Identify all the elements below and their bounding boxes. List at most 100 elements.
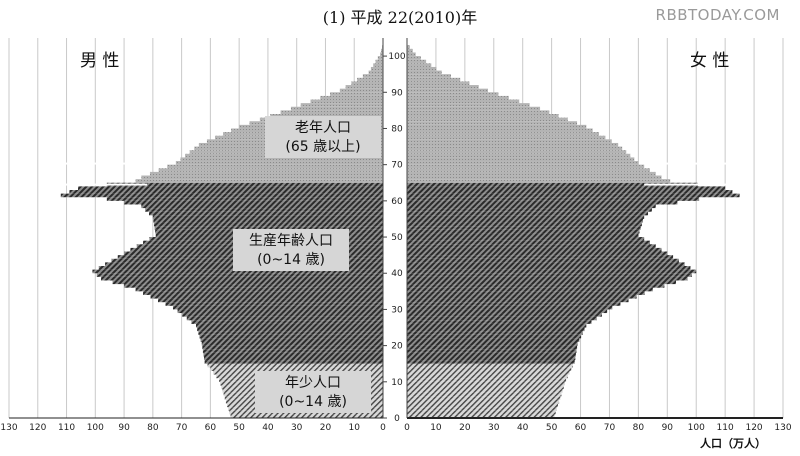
male-bar-age-70 — [175, 161, 383, 165]
x-tick-right-50: 50 — [546, 423, 558, 433]
male-bar-age-63 — [78, 186, 384, 190]
female-bar-age-28 — [407, 313, 602, 317]
female-bar-age-21 — [407, 338, 580, 342]
male-bar-age-96 — [370, 66, 383, 71]
female-bar-age-84 — [407, 110, 550, 114]
female-bar-age-95 — [407, 70, 442, 75]
male-bar-age-87 — [310, 99, 383, 104]
female-bar-age-74 — [407, 146, 623, 151]
male-bar-age-84 — [280, 110, 383, 114]
male-bar-age-30 — [172, 305, 383, 310]
female-bar-age-63 — [407, 186, 726, 190]
x-tick-left-50: 50 — [233, 423, 245, 433]
female-bar-age-9 — [407, 381, 565, 386]
male-notch-b — [60, 162, 148, 165]
female-bar-age-31 — [407, 302, 621, 306]
x-tick-right-60: 60 — [575, 423, 587, 433]
male-bar-age-38 — [101, 276, 384, 281]
x-tick-left-120: 120 — [29, 423, 46, 433]
female-bar-age-48 — [407, 240, 650, 245]
male-bar-age-67 — [149, 171, 383, 176]
female-bar-age-64 — [407, 182, 698, 187]
male-bar-age-66 — [141, 175, 383, 180]
x-tick-right-40: 40 — [517, 423, 529, 433]
group-label-youth-0: 年少人口 — [285, 375, 341, 391]
female-bar-age-83 — [407, 114, 559, 118]
female-bar-age-52 — [407, 226, 641, 230]
female-bar-age-96 — [407, 66, 437, 71]
age-tick-60: 60 — [391, 197, 403, 207]
female-bar-age-8 — [407, 385, 564, 390]
male-bar-age-40 — [92, 269, 383, 274]
male-bar-age-99 — [377, 56, 383, 60]
age-tick-0: 0 — [394, 414, 400, 424]
age-tick-30: 30 — [391, 305, 403, 315]
female-bar-age-51 — [407, 229, 640, 234]
female-bar-age-47 — [407, 244, 656, 248]
age-tick-80: 80 — [391, 124, 403, 134]
female-bar-age-26 — [407, 320, 592, 324]
label-box-elderly — [265, 116, 381, 158]
female-bar-age-99 — [407, 56, 421, 60]
female-bar-age-70 — [407, 161, 639, 165]
female-bar-age-79 — [407, 128, 593, 133]
group-label-elderly-0: 老年人口 — [295, 120, 351, 136]
female-bar-age-24 — [407, 327, 585, 332]
chart-title: (1) 平成 22(2010)年 — [322, 8, 478, 27]
female-bar-age-19 — [407, 345, 578, 350]
x-tick-left-70: 70 — [176, 423, 188, 433]
x-tick-left-110: 110 — [58, 423, 75, 433]
x-tick-right-20: 20 — [459, 423, 471, 433]
male-bar-age-24 — [197, 327, 383, 332]
age-tick-70: 70 — [391, 161, 403, 171]
x-tick-left-60: 60 — [205, 423, 217, 433]
x-tick-left-100: 100 — [87, 423, 104, 433]
age-tick-90: 90 — [391, 88, 403, 98]
male-bar-age-90 — [339, 88, 383, 93]
x-tick-right-10: 10 — [430, 423, 442, 433]
female-bar-age-97 — [407, 63, 432, 67]
female-bar-age-44 — [407, 255, 674, 259]
male-bar-age-83 — [270, 114, 383, 118]
age-tick-40: 40 — [391, 269, 403, 279]
female-bar-age-80 — [407, 124, 587, 129]
female-bar-age-82 — [407, 117, 568, 122]
male-bar-age-17 — [203, 352, 383, 357]
male-bar-age-88 — [320, 95, 383, 100]
male-bar-age-54 — [153, 218, 383, 223]
male-bar-age-34 — [143, 291, 383, 295]
x-tick-left-20: 20 — [320, 423, 332, 433]
female-bar-age-4 — [407, 399, 560, 404]
pyramid-bars — [60, 45, 743, 418]
age-tick-20: 20 — [391, 342, 403, 352]
female-bar-age-34 — [407, 291, 645, 295]
label-box-youth — [255, 371, 371, 413]
female-bar-age-102 — [407, 45, 410, 49]
female-bar-age-92 — [407, 81, 470, 86]
age-tick-50: 50 — [391, 233, 403, 243]
male-bar-age-92 — [351, 81, 383, 86]
female-bar-age-67 — [407, 171, 656, 176]
female-bar-age-23 — [407, 331, 583, 335]
female-notch-b — [644, 162, 743, 165]
female-bar-age-14 — [407, 363, 574, 368]
male-bar-age-13 — [210, 367, 383, 371]
male-bar-age-23 — [198, 331, 383, 335]
female-bar-age-94 — [407, 74, 451, 78]
watermark: RBBTODAY.COM — [655, 6, 780, 24]
male-bar-age-39 — [96, 273, 383, 277]
male-bar-age-19 — [202, 345, 383, 350]
female-bar-age-0 — [407, 414, 555, 418]
female-bar-age-66 — [407, 175, 662, 180]
x-tick-left-40: 40 — [262, 423, 274, 433]
male-bar-age-100 — [380, 52, 383, 57]
female-bar-age-68 — [407, 168, 650, 172]
x-tick-right-110: 110 — [717, 423, 734, 433]
female-bar-age-53 — [407, 222, 642, 227]
female-bar-age-73 — [407, 150, 627, 154]
female-bar-age-33 — [407, 294, 637, 299]
female-bar-age-85 — [407, 106, 541, 111]
female-bar-age-29 — [407, 309, 608, 314]
